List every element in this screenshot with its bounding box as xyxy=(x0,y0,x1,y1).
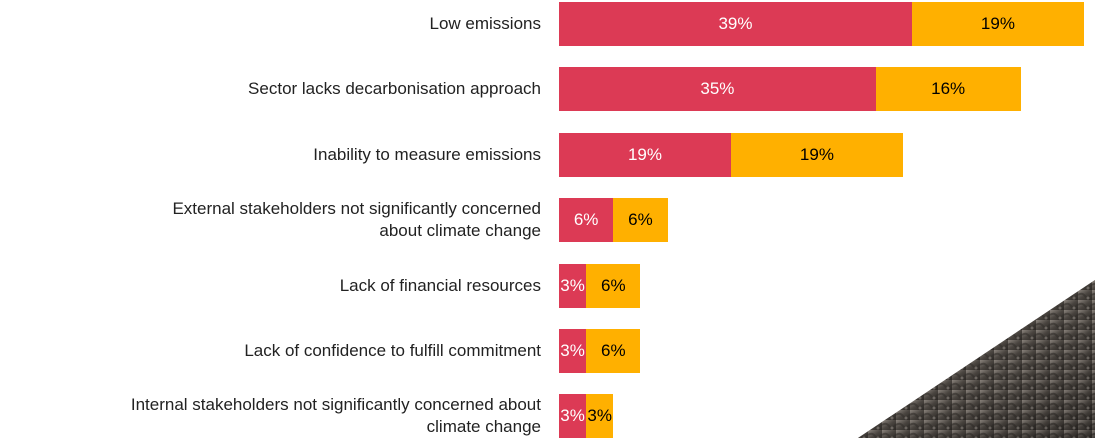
value-label: 19% xyxy=(628,145,662,165)
value-label: 6% xyxy=(628,210,653,230)
value-label: 6% xyxy=(601,276,626,296)
chart: Low emissions 39% 19% Sector lacks decarbon… xyxy=(0,0,1095,438)
category-label: External stakeholders not significantly … xyxy=(1,198,541,242)
category-label: Sector lacks decarbonisation approach xyxy=(1,78,541,100)
category-label: Lack of confidence to fulfill commitment xyxy=(1,340,541,362)
category-label: Lack of financial resources xyxy=(1,275,541,297)
value-label: 16% xyxy=(931,79,965,99)
category-label: Internal stakeholders not significantly … xyxy=(1,394,541,438)
value-label: 6% xyxy=(574,210,599,230)
value-label: 35% xyxy=(700,79,734,99)
value-label: 3% xyxy=(560,341,585,361)
value-label: 19% xyxy=(800,145,834,165)
value-label: 39% xyxy=(718,14,752,34)
value-label: 19% xyxy=(981,14,1015,34)
category-label: Low emissions xyxy=(1,13,541,35)
value-label: 3% xyxy=(587,406,612,426)
value-label: 3% xyxy=(560,406,585,426)
value-label: 6% xyxy=(601,341,626,361)
category-label: Inability to measure emissions xyxy=(1,144,541,166)
value-label: 3% xyxy=(560,276,585,296)
